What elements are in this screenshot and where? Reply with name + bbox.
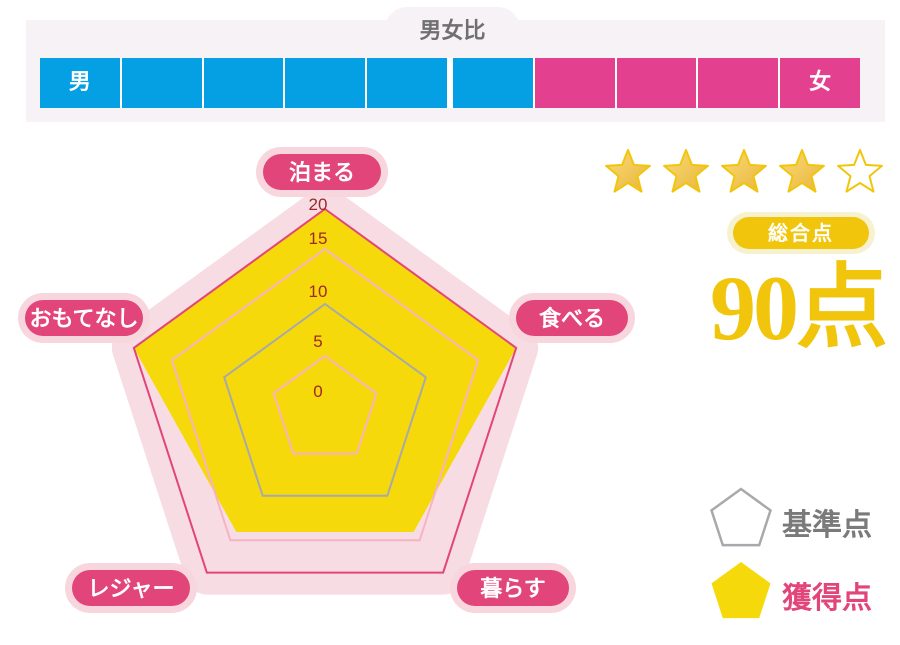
gender-ratio-title: 男女比 (385, 7, 520, 47)
axis-label-pill (72, 570, 190, 606)
male-segment (285, 58, 368, 108)
acquired-score-area (133, 209, 517, 532)
axis-label-pill (25, 300, 143, 336)
star-filled-icon (779, 149, 825, 193)
tick-label: 20 (309, 195, 328, 214)
tick-label: 0 (313, 382, 322, 401)
male-segment: 男 (40, 58, 122, 108)
female-label: 女 (809, 70, 832, 95)
grid-ring-15 (170, 247, 480, 542)
star-filled-icon (663, 149, 709, 193)
total-score-label: 総合点 (733, 217, 869, 249)
legend-acquired-label: 獲得点 (782, 581, 872, 616)
female-segment: 女 (780, 58, 860, 108)
axis-label: おもてなし (29, 307, 138, 332)
star-empty-icon (837, 149, 883, 193)
axis-label-pill (457, 570, 569, 606)
axis-label-pill (516, 300, 628, 336)
axis-label-pill (263, 154, 381, 190)
female-segment (616, 58, 699, 108)
total-score-value: 90点 (709, 257, 888, 359)
tick-label: 15 (309, 229, 328, 248)
male-segment (203, 58, 286, 108)
grid-ring-5 (272, 354, 378, 455)
axis-label: 食べる (539, 306, 605, 332)
legend-reference-label: 基準点 (782, 508, 872, 543)
reference-score-ring (223, 302, 427, 497)
male-label: 男 (68, 70, 91, 95)
gender-ratio-bar: 男女 (40, 58, 860, 108)
male-segment (452, 58, 535, 108)
tick-label: 5 (313, 332, 322, 351)
female-segment (534, 58, 617, 108)
male-segment (121, 58, 204, 108)
grid-ring-20 (132, 207, 518, 574)
axis-label: 暮らす (479, 577, 546, 602)
male-segment (367, 58, 453, 108)
total-score-badge: 総合点 (727, 212, 875, 254)
female-segment (698, 58, 781, 108)
axis-label: レジャー (88, 577, 175, 602)
star-filled-icon (605, 149, 651, 193)
star-filled-icon (721, 149, 767, 193)
axis-label: 泊まる (289, 161, 355, 186)
tick-label: 10 (309, 282, 328, 301)
